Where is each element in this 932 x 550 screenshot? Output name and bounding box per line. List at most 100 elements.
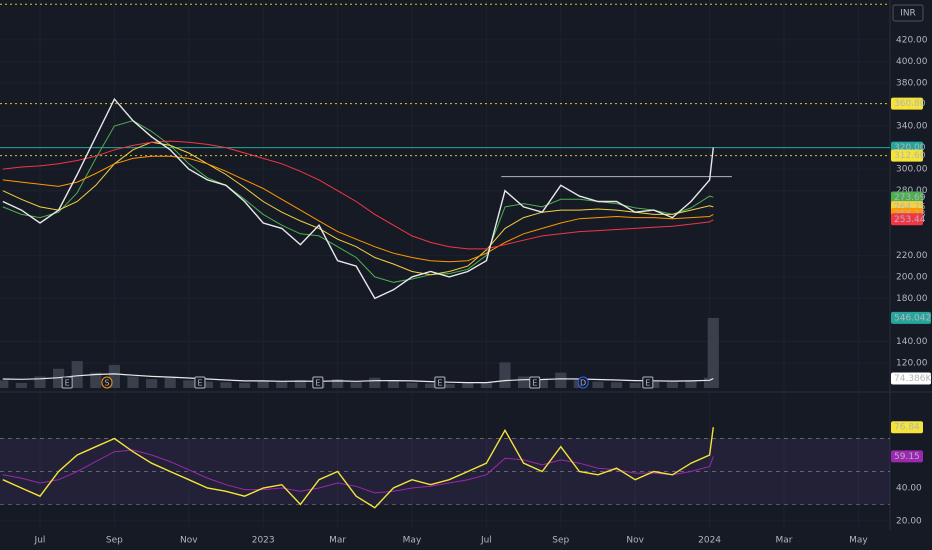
- event-marker: [642, 376, 654, 389]
- x-tick-label: Jul: [480, 536, 492, 546]
- volume-bar: [518, 376, 530, 388]
- volume-bar: [108, 364, 120, 388]
- volume-bar: [276, 381, 288, 388]
- x-tick-label: May: [403, 536, 422, 546]
- moving-average: [2, 140, 714, 250]
- price-label: 360.80: [894, 99, 926, 109]
- volume-bar: [201, 381, 213, 388]
- event-label: E: [437, 379, 442, 388]
- volume-bar: [443, 384, 455, 388]
- volume-bar: [369, 377, 381, 388]
- price-label: 546.042K: [894, 313, 932, 323]
- x-tick-label: Sep: [552, 536, 569, 546]
- x-tick-label: Jul: [34, 536, 46, 546]
- y-tick-label: 380.00: [896, 78, 928, 88]
- volume-bar: [53, 368, 65, 388]
- y-tick-label: 220.00: [896, 251, 928, 261]
- volume-average: [2, 373, 714, 384]
- y-tick-label: 300.00: [896, 165, 928, 175]
- x-tick-label: Mar: [775, 536, 792, 546]
- x-tick-label: Sep: [106, 536, 123, 546]
- price-label: 76.84: [894, 423, 920, 433]
- price-label-box: [891, 421, 923, 434]
- rsi-tick-label: 40.00: [896, 483, 922, 493]
- price-label: 264.75: [894, 203, 926, 213]
- price-label: 312.60: [894, 151, 926, 161]
- event-marker: [577, 376, 589, 389]
- volume-bar: [350, 382, 362, 388]
- moving-average: [2, 120, 714, 283]
- volume-bar: [480, 382, 492, 388]
- price-label-box: [891, 311, 931, 324]
- x-tick-label: Mar: [329, 536, 346, 546]
- event-marker: [61, 376, 73, 389]
- volume-bar: [257, 380, 269, 388]
- moving-average: [2, 141, 714, 276]
- x-tick-label: 2023: [252, 536, 275, 546]
- volume-bar: [685, 380, 697, 388]
- price-label: 74.386K: [894, 374, 932, 384]
- currency[interactable]: INR: [900, 9, 916, 19]
- x-tick-label: Nov: [180, 536, 198, 546]
- y-tick-label: 140.00: [896, 337, 928, 347]
- event-label: E: [197, 379, 202, 388]
- price-label-box: [891, 97, 923, 110]
- event-marker: [312, 376, 324, 389]
- x-tick-label: Nov: [626, 536, 644, 546]
- price-label: 273.69: [894, 193, 926, 203]
- volume-bar: [629, 382, 641, 388]
- event-marker: [194, 376, 206, 389]
- price-label-box: [891, 213, 923, 226]
- rsi-tick-label: 20.00: [896, 516, 922, 526]
- y-tick-label: 180.00: [896, 294, 928, 304]
- event-marker: [434, 376, 446, 389]
- price-label-box: [891, 372, 931, 385]
- price-label-box: [891, 191, 923, 204]
- volume-bar: [15, 382, 27, 388]
- volume-bar: [592, 381, 604, 388]
- event-label: D: [580, 379, 586, 388]
- volume-bar: [462, 382, 474, 388]
- volume-bar: [183, 380, 195, 388]
- price-label-box: [891, 149, 923, 162]
- volume-bar: [406, 382, 418, 388]
- plot: [0, 3, 890, 509]
- volume-bar: [220, 382, 232, 388]
- volume-bar: [0, 380, 9, 388]
- volume-bar: [536, 379, 548, 388]
- y-tick-label: 340.00: [896, 122, 928, 132]
- event-marker: [529, 376, 541, 389]
- y-tick-label: 280.00: [896, 186, 928, 196]
- volume-bar: [499, 362, 511, 388]
- volume-bar: [90, 372, 102, 388]
- rsi-ma: [2, 449, 714, 494]
- y-tick-label: 200.00: [896, 272, 928, 282]
- y-tick-label: 120.00: [896, 359, 928, 369]
- volume-bar: [611, 382, 623, 388]
- price-label: 59.15: [894, 452, 920, 462]
- volume-bar: [239, 382, 251, 388]
- price-label: 253.44: [894, 215, 926, 225]
- moving-average: [2, 155, 714, 263]
- price-label: 320.00: [894, 143, 926, 153]
- y-tick-label: 400.00: [896, 57, 928, 67]
- event-label: S: [104, 379, 109, 388]
- price-label-box: [891, 450, 923, 463]
- rsi-band: [0, 438, 890, 505]
- event-label: E: [645, 379, 650, 388]
- volume-bar: [387, 380, 399, 388]
- volume-bar: [294, 380, 306, 388]
- price-line: [2, 97, 714, 300]
- volume-bar: [164, 377, 176, 388]
- currency-box[interactable]: [892, 4, 924, 22]
- event-marker: [101, 376, 113, 389]
- rsi-line: [2, 427, 714, 509]
- volume-bar: [648, 381, 660, 388]
- volume-bar: [666, 382, 678, 388]
- volume-bar: [555, 372, 567, 388]
- volume-bar: [707, 317, 719, 388]
- x-tick-label: May: [849, 536, 868, 546]
- volume-bar: [332, 379, 344, 388]
